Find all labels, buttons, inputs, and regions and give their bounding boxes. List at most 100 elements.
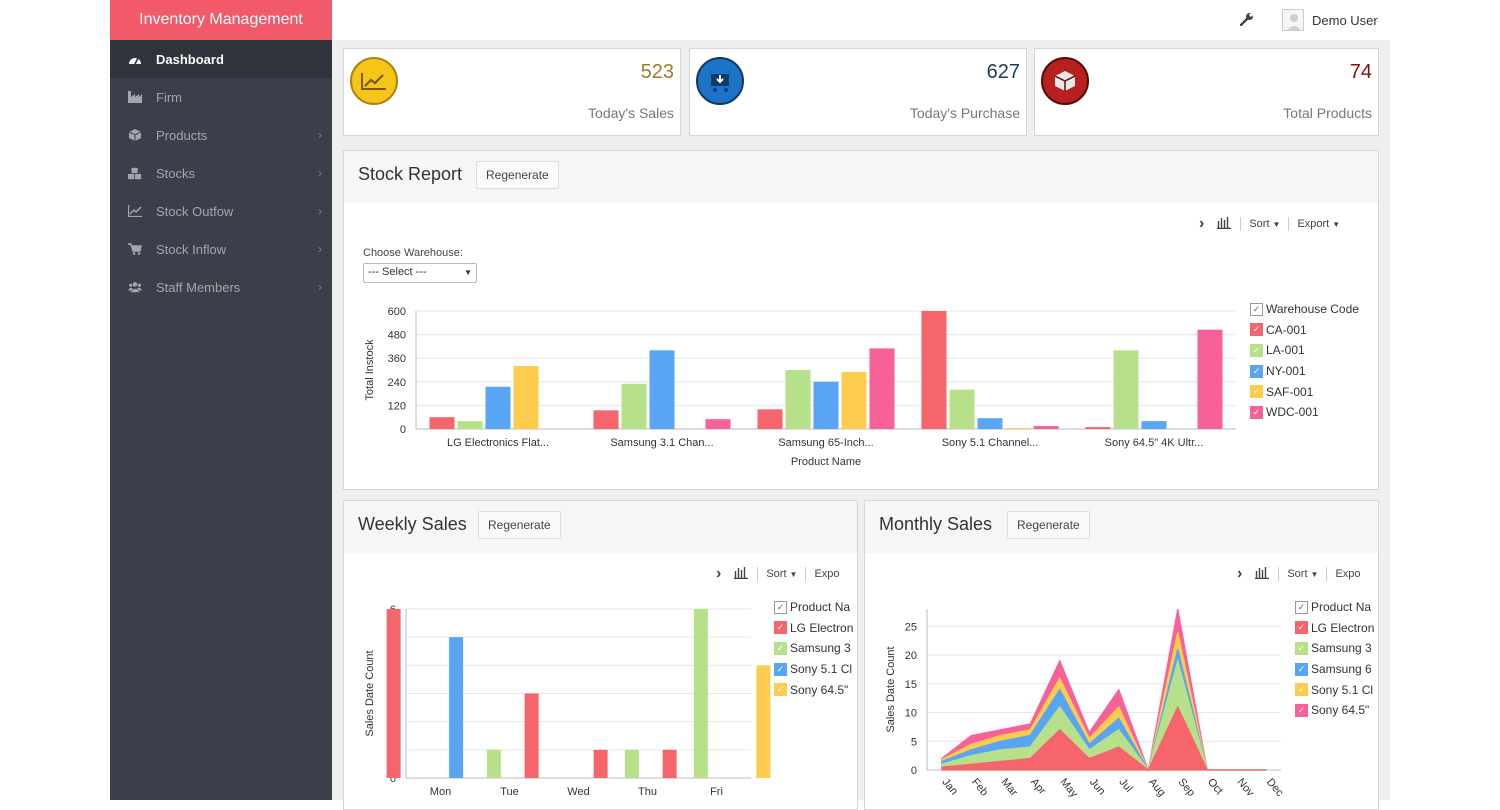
bar <box>662 749 677 778</box>
x-tick-label: Thu <box>638 786 657 798</box>
panel-title: Weekly Sales <box>358 514 467 534</box>
user-name[interactable]: Demo User <box>1312 13 1378 28</box>
sidebar-item-stock-inflow[interactable]: Stock Inflow › <box>110 230 332 268</box>
bar <box>785 370 811 429</box>
legend-title[interactable]: ✓ Product Na <box>1295 597 1378 618</box>
stat-label: Total Products <box>1283 105 1372 121</box>
y-tick-label: 0 <box>911 765 917 777</box>
legend-item[interactable]: ✓ LG Electron <box>1295 618 1378 639</box>
legend-item[interactable]: ✓ Sony 5.1 Cl <box>1295 679 1378 700</box>
x-tick-label: Nov <box>1234 776 1256 799</box>
export-button[interactable]: Expo <box>1335 568 1360 580</box>
panel-header: Stock Report Regenerate <box>344 151 1378 203</box>
bar <box>813 381 839 429</box>
wrench-icon[interactable] <box>1239 12 1254 31</box>
legend-item[interactable]: ✓ Samsung 6 <box>1295 659 1378 680</box>
legend-item[interactable]: ✓ Sony 64.5" <box>774 679 857 700</box>
x-tick-label: Samsung 65-Inch... <box>778 437 873 449</box>
bar <box>705 419 731 429</box>
legend-item[interactable]: ✓ CA-001 <box>1250 320 1378 341</box>
chart-toolbar: › Sort ▼ Expo <box>716 565 840 583</box>
regenerate-button[interactable]: Regenerate <box>1007 511 1090 539</box>
sidebar-item-stock-outflow[interactable]: Stock Outfow › <box>110 192 332 230</box>
y-axis-label: Total Instock <box>364 339 376 401</box>
warehouse-select[interactable]: --- Select --- ▼ <box>363 263 477 283</box>
legend-item[interactable]: ✓ Sony 5.1 Cl <box>774 659 857 680</box>
avatar[interactable] <box>1282 9 1304 31</box>
sales-chart-icon <box>350 57 398 105</box>
chart-type-icon[interactable] <box>1216 216 1232 232</box>
legend-title[interactable]: ✓ Warehouse Code <box>1250 299 1378 320</box>
sidebar-item-products[interactable]: Products › <box>110 116 332 154</box>
export-label: Export <box>1297 218 1330 230</box>
legend-item[interactable]: ✓ Sony 64.5" <box>1295 700 1378 721</box>
regenerate-button[interactable]: Regenerate <box>476 161 559 189</box>
legend-label: CA-001 <box>1266 322 1307 337</box>
factory-icon <box>128 90 142 104</box>
chart-legend: ✓ Warehouse Code ✓ CA-001 ✓ LA-001 ✓ NY-001 … <box>1250 299 1378 423</box>
sidebar-item-firm[interactable]: Firm <box>110 78 332 116</box>
x-tick-label: Tue <box>500 786 519 798</box>
sort-button[interactable]: Sort ▼ <box>1287 568 1319 580</box>
chevron-right-icon[interactable]: › <box>1199 215 1205 232</box>
panel-title: Stock Report <box>358 164 463 184</box>
legend-label: Sony 64.5" <box>790 682 849 697</box>
export-button[interactable]: Expo <box>814 568 839 580</box>
regenerate-button[interactable]: Regenerate <box>478 511 561 539</box>
chart-type-icon[interactable] <box>1254 566 1270 582</box>
legend-label: NY-001 <box>1266 364 1306 379</box>
bar <box>1113 350 1139 429</box>
sidebar: Inventory Management Dashboard Firm Prod… <box>110 0 332 800</box>
sidebar-item-staff-members[interactable]: Staff Members › <box>110 268 332 306</box>
chart-type-icon[interactable] <box>733 566 749 582</box>
chart-toolbar: › Sort ▼ Expo <box>1237 565 1361 583</box>
legend-item[interactable]: ✓ LG Electron <box>774 618 857 639</box>
legend-label: WDC-001 <box>1266 405 1319 420</box>
bar <box>429 417 455 429</box>
area-series <box>941 705 1267 771</box>
y-tick-label: 0 <box>400 424 406 436</box>
bar <box>593 749 608 778</box>
legend-label: LG Electron <box>1311 620 1375 635</box>
export-button[interactable]: Export ▼ <box>1297 218 1341 230</box>
x-tick-label: LG Electronics Flat... <box>447 437 549 449</box>
legend-item[interactable]: ✓ LA-001 <box>1250 340 1378 361</box>
cart-download-icon <box>696 57 744 105</box>
sidebar-item-dashboard[interactable]: Dashboard <box>110 40 332 78</box>
legend-title-label: Product Na <box>790 600 851 615</box>
x-tick-label: Aug <box>1146 776 1168 799</box>
panel-title: Monthly Sales <box>879 514 993 534</box>
bar <box>1005 428 1031 429</box>
chevron-right-icon[interactable]: › <box>716 565 722 582</box>
monthly-sales-chart: 0 5 10 15 20 25 Sales Date Count Jan Feb Mar Apr Ma… <box>885 608 1286 800</box>
legend-item[interactable]: ✓ Samsung 3 <box>774 638 857 659</box>
chevron-right-icon: › <box>318 280 322 294</box>
legend-item[interactable]: ✓ Samsung 3 <box>1295 638 1378 659</box>
stock-report-chart: 0 120 240 360 480 600 Total Instock LG Electron… <box>364 306 1236 468</box>
x-tick-label: Mon <box>430 786 451 798</box>
bar <box>449 637 464 778</box>
sort-button[interactable]: Sort ▼ <box>766 568 798 580</box>
top-bar: Demo User <box>332 0 1390 40</box>
app-window: Inventory Management Dashboard Firm Prod… <box>110 0 1390 810</box>
app-title[interactable]: Inventory Management <box>110 0 332 40</box>
stat-label: Today's Sales <box>588 105 674 121</box>
cube-icon <box>128 128 142 142</box>
chevron-right-icon[interactable]: › <box>1237 565 1243 582</box>
sidebar-item-label: Stock Inflow <box>156 241 227 257</box>
panel-header: Monthly Sales Regenerate <box>865 501 1378 553</box>
y-tick-label: 600 <box>388 306 406 318</box>
sidebar-item-label: Products <box>156 127 208 143</box>
sort-button[interactable]: Sort ▼ <box>1249 218 1281 230</box>
sidebar-item-stocks[interactable]: Stocks › <box>110 154 332 192</box>
x-tick-label: Jun <box>1087 776 1108 797</box>
x-tick-label: Fri <box>710 786 723 798</box>
x-tick-label: Oct <box>1205 776 1225 797</box>
legend-title[interactable]: ✓ Product Na <box>774 597 857 618</box>
legend-item[interactable]: ✓ SAF-001 <box>1250 381 1378 402</box>
x-tick-label: Samsung 3.1 Chan... <box>610 437 713 449</box>
legend-item[interactable]: ✓ NY-001 <box>1250 361 1378 382</box>
legend-item[interactable]: ✓ WDC-001 <box>1250 402 1378 423</box>
stat-card-todays-purchase: 627 Today's Purchase <box>689 48 1027 136</box>
x-tick-label: Feb <box>969 776 990 798</box>
